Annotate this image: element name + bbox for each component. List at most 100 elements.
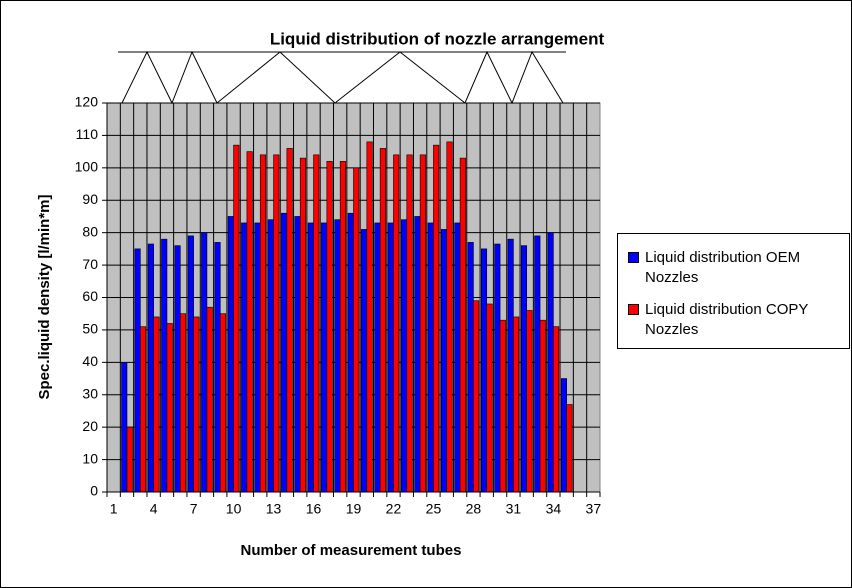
bar xyxy=(454,222,461,493)
bar xyxy=(153,316,160,493)
legend-entry: Liquid distribution COPY Nozzles xyxy=(628,300,848,340)
plot-area: 0 10 20 30 40 50 60 70 80 90 100 110 120 1 4 7 10 13 16 19 2… xyxy=(75,94,602,517)
bar xyxy=(366,141,373,493)
legend-entry: Liquid distribution OEM Nozzles xyxy=(628,248,848,288)
y-tick-label: 50 xyxy=(82,321,98,337)
y-tick-label: 30 xyxy=(82,385,98,401)
bar xyxy=(566,404,573,493)
bar xyxy=(267,219,274,493)
bar xyxy=(526,310,533,493)
nozzle-zigzag xyxy=(121,50,564,105)
x-tick-label: 16 xyxy=(306,501,322,517)
x-tick-label: 19 xyxy=(346,501,362,517)
bar xyxy=(499,319,506,493)
bar xyxy=(193,316,200,493)
bar xyxy=(126,426,133,493)
bar xyxy=(560,378,567,493)
bar xyxy=(547,232,554,493)
y-tick-label: 60 xyxy=(82,288,98,304)
legend-label: Liquid distribution OEM Nozzles xyxy=(645,249,801,286)
bar xyxy=(299,157,306,493)
x-tick-label: 7 xyxy=(190,501,198,517)
y-tick-label: 20 xyxy=(82,418,98,434)
bar xyxy=(281,212,288,493)
bar xyxy=(326,161,333,493)
bar xyxy=(507,238,514,493)
x-tick-label: 13 xyxy=(266,501,282,517)
x-tick-label: 37 xyxy=(586,501,602,517)
bar xyxy=(553,326,560,493)
y-axis-label: Spec.liquid density [l/min*m] xyxy=(36,194,53,399)
bar xyxy=(121,362,128,493)
y-tick-label: 70 xyxy=(82,256,98,272)
legend-swatch xyxy=(628,304,639,315)
y-tick-label: 110 xyxy=(76,126,99,142)
bar xyxy=(486,303,493,493)
bar xyxy=(401,219,408,493)
bar xyxy=(473,300,480,493)
bar xyxy=(246,151,253,493)
y-tick-label: 90 xyxy=(82,191,98,207)
y-tick-label: 120 xyxy=(75,94,99,110)
bar xyxy=(459,157,466,493)
legend: Liquid distribution OEM Nozzles Liquid di… xyxy=(617,233,850,349)
bar xyxy=(187,235,194,493)
bar xyxy=(214,242,221,493)
x-tick-label: 1 xyxy=(110,501,118,517)
bar xyxy=(321,222,328,493)
bar xyxy=(353,167,360,493)
y-tick-label: 40 xyxy=(82,353,98,369)
bar xyxy=(433,144,440,493)
x-tick-label: 4 xyxy=(150,501,158,517)
bar xyxy=(387,222,394,493)
bar xyxy=(241,222,248,493)
bar xyxy=(334,219,341,493)
bar xyxy=(313,154,320,493)
bar xyxy=(201,232,208,493)
x-tick-label: 25 xyxy=(426,501,442,517)
bar xyxy=(254,222,261,493)
x-tick-label: 34 xyxy=(546,501,562,517)
bar xyxy=(379,148,386,493)
y-tick-label: 100 xyxy=(75,159,99,175)
bar xyxy=(494,243,501,493)
x-tick-label: 28 xyxy=(466,501,482,517)
bar xyxy=(480,248,488,493)
bar xyxy=(446,141,453,493)
bar xyxy=(419,154,426,493)
bar xyxy=(174,245,181,493)
bar xyxy=(307,222,314,493)
bar xyxy=(219,313,227,493)
legend-label: Liquid distribution COPY Nozzles xyxy=(645,301,809,338)
bar xyxy=(427,222,434,493)
bar xyxy=(233,144,240,493)
bar xyxy=(539,319,546,493)
nozzle-diagram xyxy=(118,50,566,105)
bar xyxy=(166,323,173,493)
bar xyxy=(140,326,147,493)
bar xyxy=(259,154,266,493)
bar xyxy=(161,238,168,493)
x-tick-label: 31 xyxy=(506,501,522,517)
bar xyxy=(179,313,187,493)
bar xyxy=(374,222,381,493)
legend-swatch xyxy=(628,252,639,263)
y-tick-label: 10 xyxy=(82,450,98,466)
bar xyxy=(534,235,541,493)
bar xyxy=(520,245,528,493)
bar xyxy=(393,154,400,493)
y-tick-label: 0 xyxy=(90,483,98,499)
bar xyxy=(441,229,448,493)
bar xyxy=(513,316,520,493)
x-tick-label: 10 xyxy=(226,501,242,517)
bar xyxy=(406,154,413,493)
bar xyxy=(206,306,213,493)
bar xyxy=(273,154,280,493)
bar xyxy=(227,216,234,493)
bar xyxy=(361,229,368,493)
x-axis-label: Number of measurement tubes xyxy=(241,542,462,559)
chart-title: Liquid distribution of nozzle arrangemen… xyxy=(270,29,605,48)
bar xyxy=(467,242,474,493)
x-tick-label: 22 xyxy=(386,501,402,517)
